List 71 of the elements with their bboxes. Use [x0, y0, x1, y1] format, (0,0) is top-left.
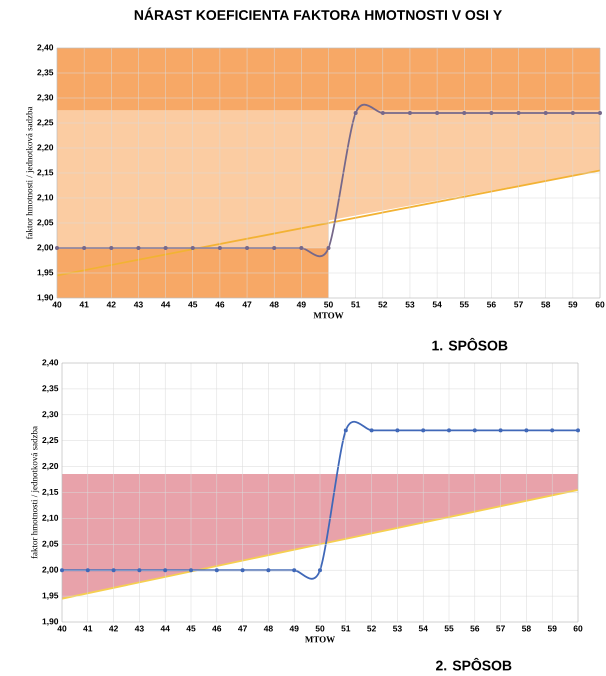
y-tick-label: 2,40 [42, 359, 58, 367]
y-tick-label: 1,90 [38, 294, 54, 302]
y-tick-label: 2,10 [42, 514, 58, 522]
y-tick-label: 2,10 [37, 194, 54, 202]
x-axis-title: MTOW [305, 636, 335, 642]
y-tick-label: 2,20 [42, 462, 58, 470]
x-tick-label: 56 [470, 626, 480, 632]
x-tick-label: 53 [392, 626, 402, 632]
y-tick-label: 1,95 [42, 592, 58, 600]
x-tick-label: 54 [418, 626, 428, 632]
x-tick-label: 49 [290, 626, 299, 632]
x-tick-label: 49 [296, 302, 306, 308]
x-tick-label: 48 [264, 626, 273, 632]
x-tick-label: 40 [52, 302, 62, 308]
x-tick-label: 47 [242, 302, 252, 308]
x-tick-label: 42 [106, 302, 116, 308]
x-tick-label: 59 [568, 302, 578, 308]
y-tick-label: 2,00 [37, 244, 54, 252]
x-tick-label: 55 [460, 302, 469, 308]
y-tick-label: 2,25 [37, 119, 54, 127]
x-tick-label: 45 [188, 302, 198, 308]
y-tick-label: 2,30 [42, 411, 58, 418]
x-tick-label: 56 [486, 302, 496, 308]
x-tick-label: 54 [432, 302, 442, 308]
x-tick-label: 43 [134, 302, 143, 308]
x-tick-label: 40 [57, 626, 66, 632]
x-tick-label: 46 [215, 302, 224, 308]
y-tick-label: 2,35 [42, 385, 58, 393]
x-tick-label: 59 [548, 626, 557, 632]
x-axis-title: MTOW [314, 312, 344, 318]
x-tick-label: 55 [444, 626, 454, 632]
y-axis-title: faktor hmotnosti / jednotková sadzba [30, 426, 40, 559]
x-tick-label: 51 [341, 626, 350, 632]
x-tick-label: 51 [351, 302, 360, 308]
x-tick-label: 45 [186, 626, 196, 632]
x-tick-label: 57 [514, 302, 523, 308]
y-tick-label: 1,90 [42, 618, 58, 626]
x-tick-label: 41 [83, 626, 92, 632]
y-tick-label: 2,15 [42, 488, 58, 496]
text: 2. SPÔSOB [436, 658, 512, 670]
y-tick-label: 2,35 [37, 69, 54, 77]
x-tick-label: 57 [496, 626, 505, 632]
x-tick-label: 52 [367, 626, 376, 632]
x-tick-label: 53 [406, 302, 414, 308]
x-tick-label: 58 [522, 626, 531, 632]
x-tick-label: 44 [160, 626, 170, 632]
x-tick-label: 60 [596, 302, 604, 308]
x-tick-label: 42 [109, 626, 118, 632]
x-tick-label: 50 [316, 626, 324, 632]
x-tick-label: 44 [161, 302, 170, 308]
y-axis-title: faktor hmotnosti / jednotková sadzba [26, 106, 34, 240]
y-tick-label: 2,20 [37, 144, 54, 152]
x-tick-label: 48 [270, 302, 279, 308]
x-tick-label: 43 [134, 626, 144, 632]
x-tick-label: 46 [212, 626, 222, 632]
x-tick-label: 47 [238, 626, 247, 632]
y-tick-label: 2,40 [37, 44, 54, 52]
y-tick-label: 2,05 [37, 219, 54, 227]
y-tick-label: 2,30 [37, 94, 54, 102]
x-tick-label: 41 [80, 302, 89, 308]
y-tick-label: 2,25 [42, 437, 58, 444]
x-tick-label: 58 [541, 302, 550, 308]
chart-title: NÁRAST KOEFICIENTA FAKTORA HMOTNOSTI V OSI Y [134, 8, 502, 20]
y-tick-label: 2,05 [42, 540, 58, 548]
x-tick-label: 60 [574, 626, 582, 632]
y-tick-label: 2,00 [42, 566, 58, 574]
x-tick-label: 50 [324, 302, 333, 308]
x-tick-label: 52 [378, 302, 388, 308]
y-tick-label: 1,95 [38, 269, 54, 277]
y-tick-label: 2,15 [37, 169, 54, 177]
text: 1. SPÔSOB [432, 338, 508, 350]
